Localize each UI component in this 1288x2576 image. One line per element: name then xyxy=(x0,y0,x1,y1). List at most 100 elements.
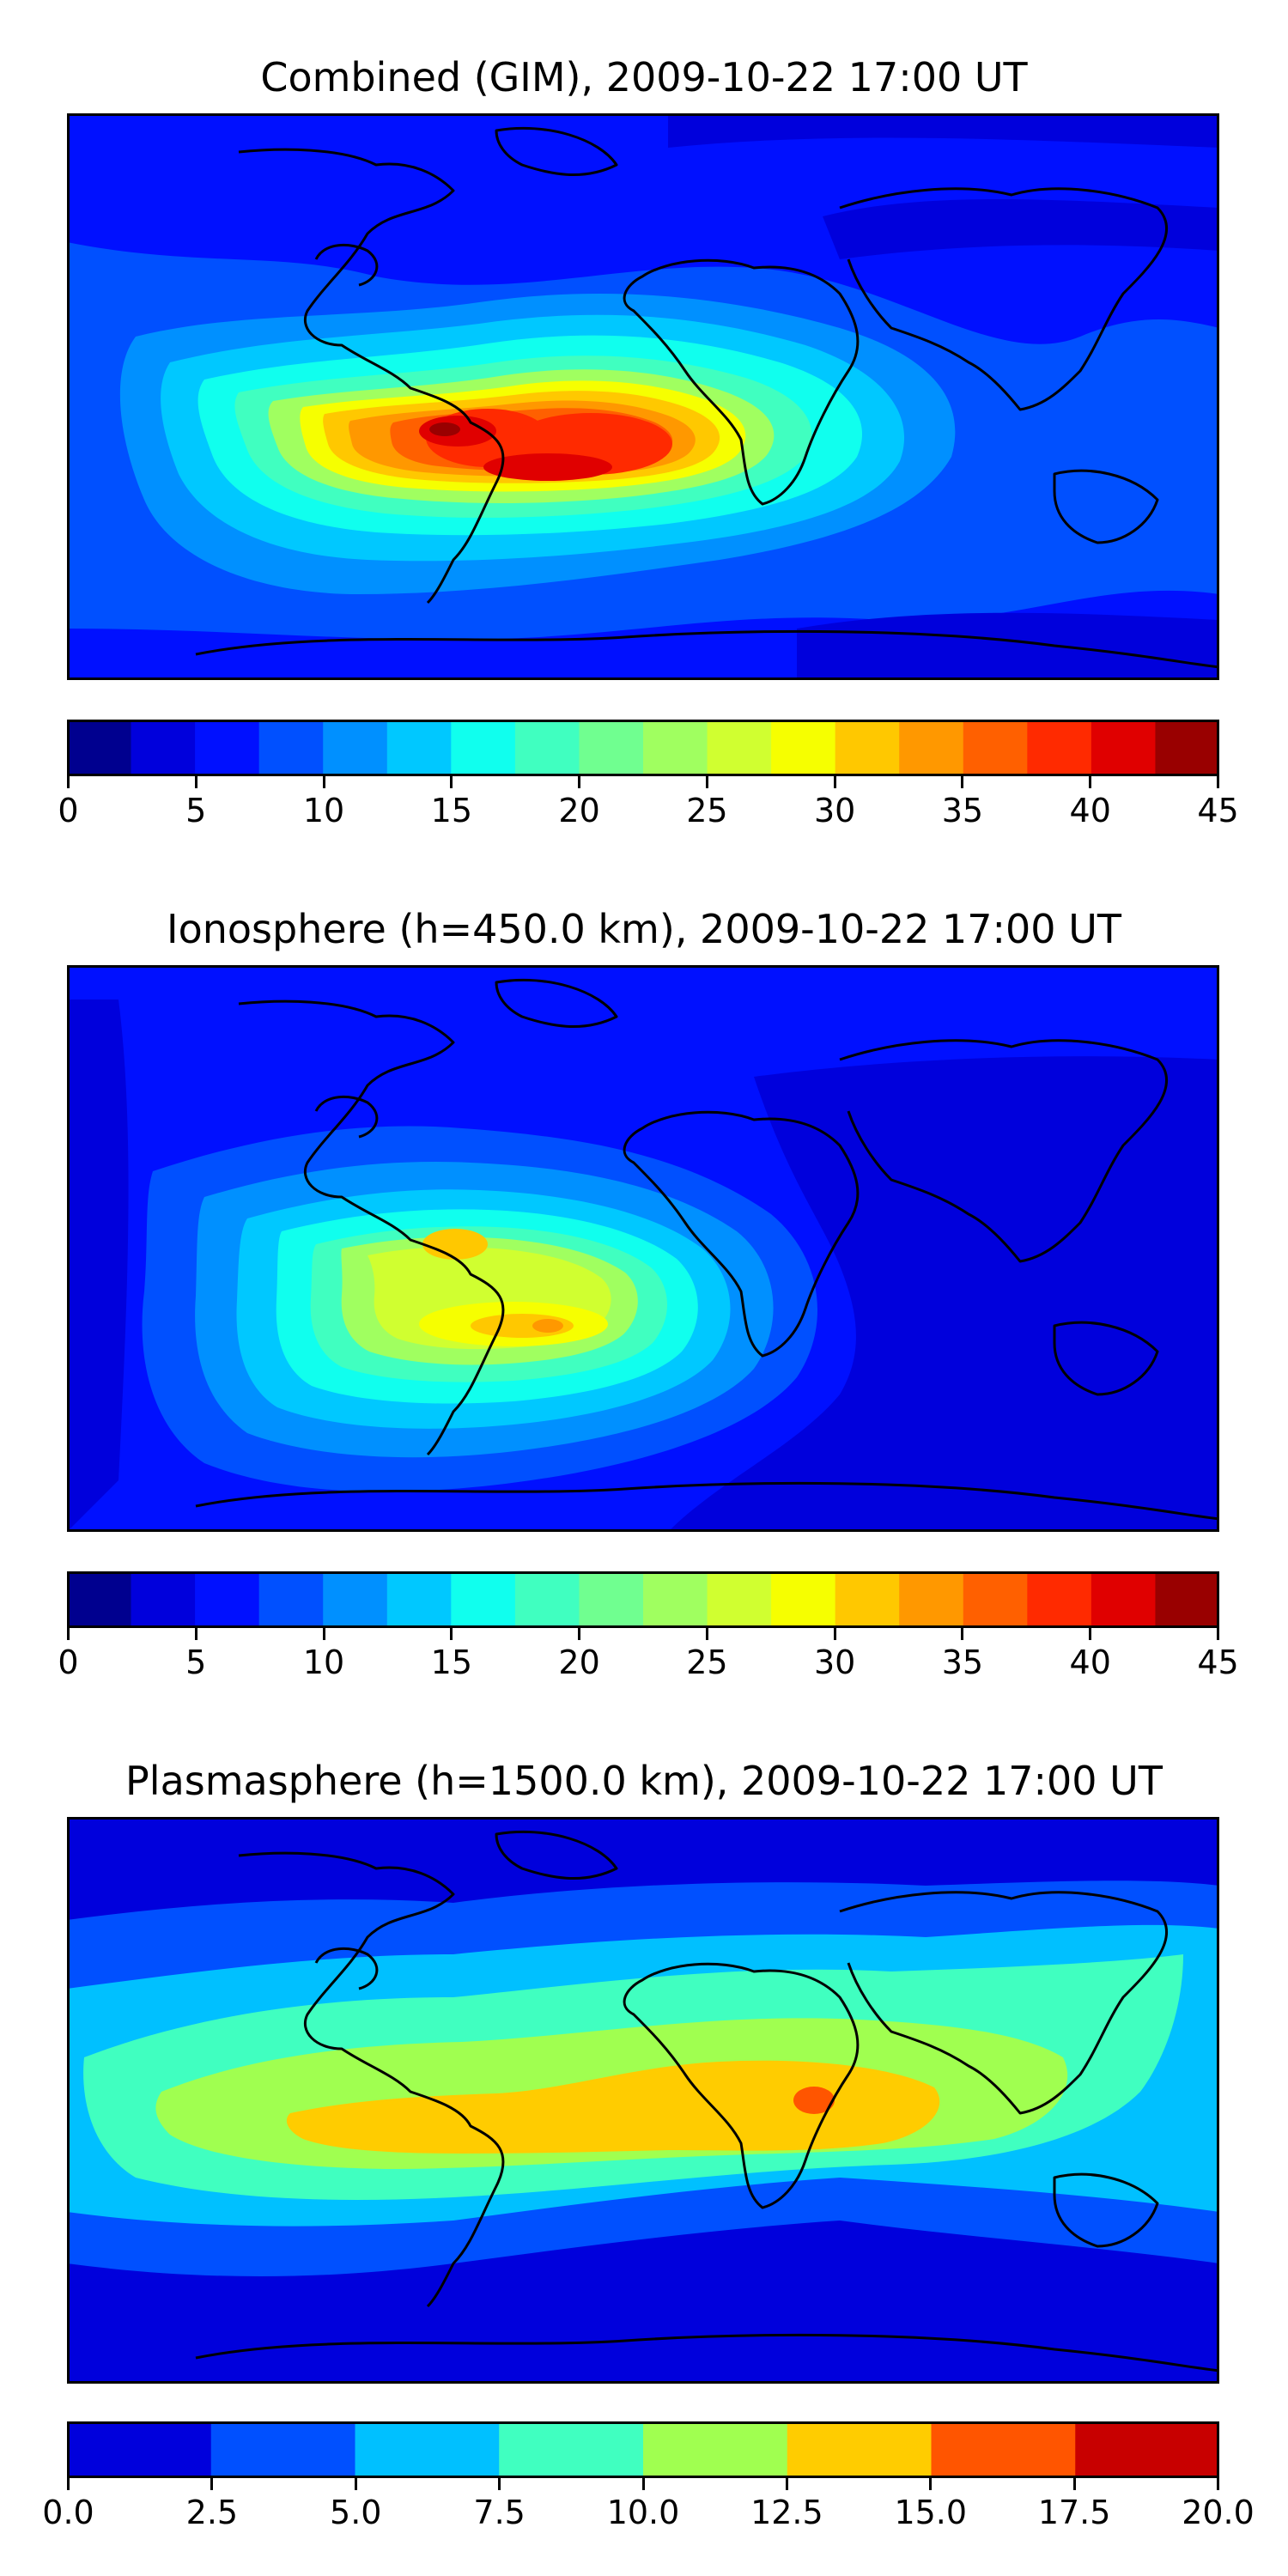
colorbar-tick xyxy=(450,776,453,788)
colorbar-tick xyxy=(194,1628,197,1640)
colorbar-tick-label: 0 xyxy=(58,792,79,829)
colorbar-tick-label: 40 xyxy=(1069,792,1111,829)
colorbar-tick-label: 20 xyxy=(558,1643,600,1681)
colorbar-tick xyxy=(210,2478,214,2490)
colorbar-segment xyxy=(514,720,580,776)
colorbar-segment xyxy=(963,720,1028,776)
colorbar-segment xyxy=(963,1571,1028,1628)
colorbar-segment xyxy=(643,720,708,776)
colorbar-segment xyxy=(323,1571,388,1628)
colorbar-tick-label: 17.5 xyxy=(1037,2494,1111,2531)
colorbar-segment xyxy=(355,2421,500,2478)
colorbar-segment xyxy=(1027,1571,1092,1628)
colorbar-tick-label: 10 xyxy=(302,1643,345,1681)
level-8-blob-north xyxy=(422,1229,488,1260)
colorbar-tick-label: 10.0 xyxy=(606,2494,680,2531)
colorbar-tick xyxy=(1089,776,1092,788)
colorbar-tick xyxy=(67,776,70,788)
colorbar-tick-label: 7.5 xyxy=(473,2494,526,2531)
colorbar-segment xyxy=(787,2421,933,2478)
colorbar-tick xyxy=(578,776,581,788)
combined-tec-map xyxy=(67,113,1219,680)
colorbar-segment xyxy=(899,1571,964,1628)
combined-colorbar xyxy=(67,720,1219,776)
colorbar-tick xyxy=(322,776,325,788)
colorbar-segment xyxy=(771,1571,836,1628)
low-region-west xyxy=(67,999,129,1532)
colorbar-tick xyxy=(833,776,836,788)
polar-low-band xyxy=(668,113,1219,680)
coastlines xyxy=(195,126,1219,669)
level-10-peak xyxy=(532,1319,563,1333)
colorbar-tick xyxy=(67,1628,70,1640)
colorbar-segment xyxy=(258,720,324,776)
colorbar-tick xyxy=(322,1628,325,1640)
panel-title-combined: Combined (GIM), 2009-10-22 17:00 UT xyxy=(260,54,1028,100)
colorbar-tick xyxy=(578,1628,581,1640)
colorbar-segment xyxy=(131,1571,196,1628)
colorbar-segment xyxy=(451,720,516,776)
colorbar-segment xyxy=(1027,720,1092,776)
colorbar-segment xyxy=(210,2421,356,2478)
colorbar-segment xyxy=(323,720,388,776)
colorbar-segment xyxy=(579,720,644,776)
colorbar-tick xyxy=(705,776,708,788)
colorbar-segment xyxy=(835,720,900,776)
colorbar-segment xyxy=(67,2421,212,2478)
colorbar-segment xyxy=(643,1571,708,1628)
colorbar-segment xyxy=(195,720,260,776)
colorbar-tick-label: 0.0 xyxy=(42,2494,94,2531)
colorbar-segment xyxy=(771,720,836,776)
colorbar-tick xyxy=(961,1628,964,1640)
colorbar-tick-label: 5 xyxy=(185,792,207,829)
colorbar-tick-label: 20 xyxy=(558,792,600,829)
colorbar-segment xyxy=(258,1571,324,1628)
colorbar-segment xyxy=(931,2421,1076,2478)
colorbar-tick xyxy=(354,2478,357,2490)
colorbar-tick-label: 15.0 xyxy=(894,2494,968,2531)
colorbar-tick-label: 15 xyxy=(430,792,473,829)
coastlines xyxy=(195,978,1219,1521)
ionosphere-colorbar xyxy=(67,1571,1219,1628)
colorbar-segment xyxy=(195,1571,260,1628)
colorbar-tick-label: 25 xyxy=(686,1643,728,1681)
colorbar-tick-label: 5.0 xyxy=(330,2494,382,2531)
colorbar-tick-label: 12.5 xyxy=(750,2494,823,2531)
colorbar-tick xyxy=(785,2478,788,2490)
colorbar-tick-label: 10 xyxy=(302,792,345,829)
colorbar-segment xyxy=(643,2421,788,2478)
colorbar-segment xyxy=(67,720,132,776)
panel-title-ionosphere: Ionosphere (h=450.0 km), 2009-10-22 17:0… xyxy=(167,906,1121,952)
coastlines xyxy=(195,1830,1219,2372)
colorbar-tick-label: 2.5 xyxy=(185,2494,239,2531)
colorbar-segment xyxy=(1155,720,1219,776)
colorbar-tick xyxy=(929,2478,933,2490)
level-12-blob-south xyxy=(483,453,612,481)
colorbar-tick xyxy=(961,776,964,788)
colorbar-tick xyxy=(1217,776,1219,788)
colorbar-tick xyxy=(194,776,197,788)
level-13-peak xyxy=(429,422,460,436)
colorbar-tick xyxy=(1217,2478,1219,2490)
colorbar-segment xyxy=(514,1571,580,1628)
colorbar-segment xyxy=(131,720,196,776)
colorbar-segment xyxy=(835,1571,900,1628)
colorbar-segment xyxy=(1091,720,1157,776)
colorbar-segment xyxy=(579,1571,644,1628)
plasmasphere-tec-map xyxy=(67,1817,1219,2384)
colorbar-tick-label: 5 xyxy=(185,1643,207,1681)
low-region-east xyxy=(668,1056,1219,1532)
colorbar-segment xyxy=(1091,1571,1157,1628)
colorbar-segment xyxy=(386,720,452,776)
colorbar-segment xyxy=(1155,1571,1219,1628)
colorbar-tick-label: 0 xyxy=(58,1643,79,1681)
colorbar-segment xyxy=(386,1571,452,1628)
colorbar-segment xyxy=(707,1571,772,1628)
ionosphere-tec-map xyxy=(67,965,1219,1532)
colorbar-tick-label: 25 xyxy=(686,792,728,829)
colorbar-tick xyxy=(450,1628,453,1640)
colorbar-tick xyxy=(1072,2478,1076,2490)
level-6-peak xyxy=(793,2087,835,2114)
colorbar-tick-label: 40 xyxy=(1069,1643,1111,1681)
level-5-band xyxy=(286,2060,940,2154)
